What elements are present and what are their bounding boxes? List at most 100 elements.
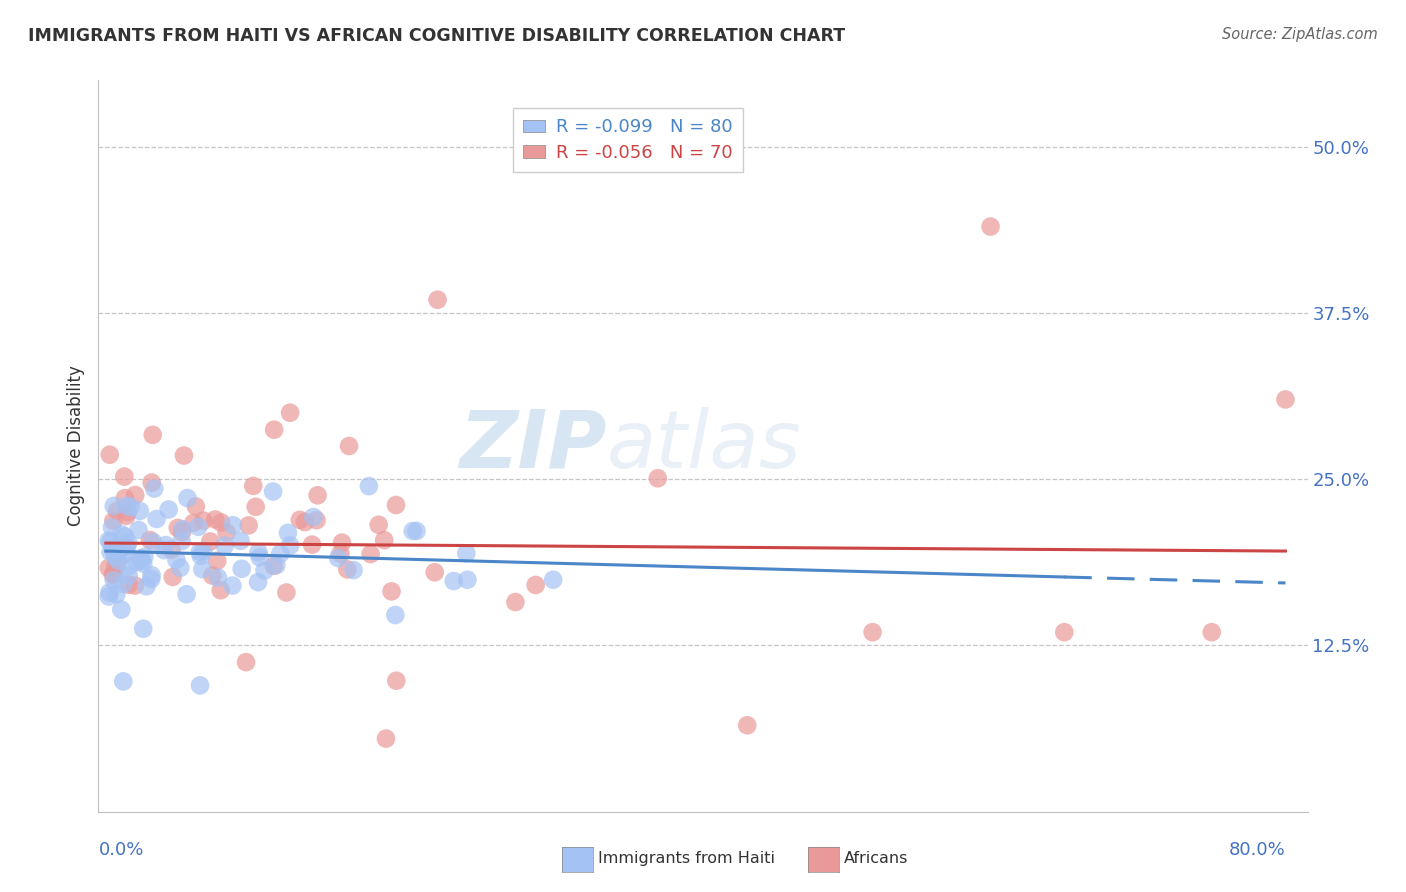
Africans [204,512,226,526]
Immigrants from Haiti [155,538,177,552]
Text: 0.0%: 0.0% [98,841,143,859]
Africans [294,515,316,529]
Africans [375,731,398,746]
Immigrants from Haiti [266,558,288,573]
Africans [200,534,222,549]
Immigrants from Haiti [132,622,155,636]
Africans [105,504,128,518]
Immigrants from Haiti [188,678,211,692]
Africans [103,567,125,582]
Africans [235,655,257,669]
Immigrants from Haiti [231,562,253,576]
Text: Source: ZipAtlas.com: Source: ZipAtlas.com [1222,27,1378,42]
Africans [142,427,165,442]
Immigrants from Haiti [262,484,284,499]
Africans [426,293,449,307]
Immigrants from Haiti [277,525,299,540]
Africans [367,517,389,532]
Immigrants from Haiti [143,482,166,496]
Immigrants from Haiti [103,574,125,588]
Africans [380,584,402,599]
Immigrants from Haiti [247,575,270,590]
Immigrants from Haiti [193,544,215,558]
Immigrants from Haiti [153,543,176,558]
Immigrants from Haiti [278,539,301,553]
Immigrants from Haiti [229,533,252,548]
Africans [184,500,207,514]
Immigrants from Haiti [145,512,167,526]
Immigrants from Haiti [157,502,180,516]
Immigrants from Haiti [115,546,138,560]
Africans [117,505,139,519]
Immigrants from Haiti [384,608,406,623]
Africans [263,423,285,437]
Immigrants from Haiti [456,573,478,587]
Immigrants from Haiti [127,523,149,537]
Immigrants from Haiti [112,577,135,591]
Immigrants from Haiti [125,555,148,569]
Immigrants from Haiti [112,674,135,689]
Immigrants from Haiti [110,527,132,541]
Immigrants from Haiti [214,539,236,553]
Immigrants from Haiti [115,540,138,554]
Africans [242,479,264,493]
Immigrants from Haiti [405,524,427,538]
Immigrants from Haiti [103,499,125,513]
Immigrants from Haiti [221,578,243,592]
Immigrants from Haiti [176,587,198,601]
Africans [862,625,884,640]
Africans [238,518,260,533]
Immigrants from Haiti [114,530,136,544]
Africans [278,406,301,420]
Immigrants from Haiti [222,518,245,533]
Africans [141,475,163,490]
Africans [105,554,128,568]
Africans [112,469,135,483]
Africans [209,516,232,530]
Immigrants from Haiti [190,549,212,563]
Africans [173,449,195,463]
Text: IMMIGRANTS FROM HAITI VS AFRICAN COGNITIVE DISABILITY CORRELATION CHART: IMMIGRANTS FROM HAITI VS AFRICAN COGNITI… [28,27,845,45]
Immigrants from Haiti [456,546,478,560]
Africans [505,595,527,609]
Africans [330,535,353,549]
Immigrants from Haiti [131,551,153,566]
Text: atlas: atlas [606,407,801,485]
Africans [360,547,382,561]
Immigrants from Haiti [110,602,132,616]
Y-axis label: Cognitive Disability: Cognitive Disability [67,366,86,526]
Immigrants from Haiti [165,553,187,567]
Africans [124,488,146,502]
Africans [201,568,224,582]
Legend: R = -0.099   N = 80, R = -0.056   N = 70: R = -0.099 N = 80, R = -0.056 N = 70 [513,108,744,172]
Africans [118,578,141,592]
Immigrants from Haiti [443,574,465,588]
Africans [98,448,121,462]
Immigrants from Haiti [188,545,211,559]
Immigrants from Haiti [118,568,141,582]
Africans [1274,392,1296,407]
Africans [209,583,232,598]
Africans [336,562,359,576]
Africans [1201,625,1223,640]
Immigrants from Haiti [108,544,131,558]
Africans [205,554,228,568]
Africans [1053,625,1076,640]
Africans [385,673,408,688]
Immigrants from Haiti [207,570,229,584]
Africans [423,566,446,580]
Immigrants from Haiti [187,520,209,534]
Africans [103,514,125,528]
Immigrants from Haiti [191,562,214,576]
Immigrants from Haiti [118,559,141,574]
Africans [183,516,205,530]
Immigrants from Haiti [120,500,142,514]
Africans [301,538,323,552]
Africans [245,500,267,514]
Africans [162,570,184,584]
Immigrants from Haiti [97,533,120,548]
Immigrants from Haiti [302,510,325,524]
Immigrants from Haiti [253,564,276,578]
Immigrants from Haiti [101,541,124,556]
Africans [101,567,124,582]
